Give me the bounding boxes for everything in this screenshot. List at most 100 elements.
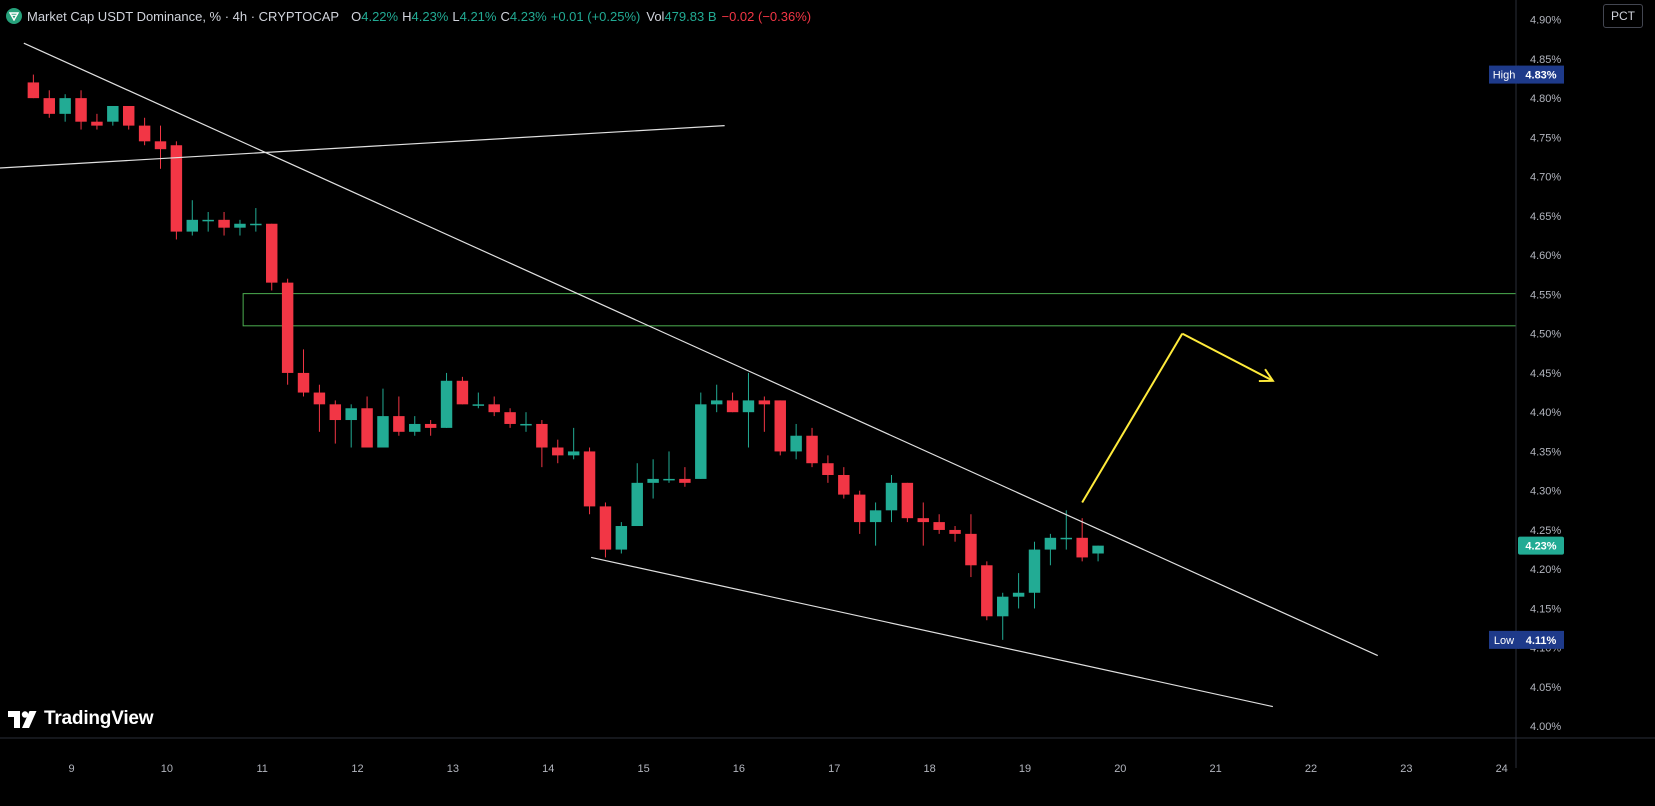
y-tick-label: 4.50% (1530, 329, 1561, 341)
rising-trendline[interactable] (0, 125, 725, 169)
y-tick-label: 4.20% (1530, 564, 1561, 576)
symbol-legend[interactable]: Market Cap USDT Dominance, % · 4h · CRYP… (6, 6, 811, 26)
close-value: 4.23% (509, 8, 547, 24)
candles-layer[interactable] (27, 74, 1104, 640)
candle-body (647, 478, 659, 483)
candle[interactable] (663, 451, 675, 483)
candle[interactable] (949, 526, 961, 542)
candle-body (345, 408, 357, 421)
candle[interactable] (758, 396, 771, 432)
candle[interactable] (536, 420, 548, 468)
x-tick-label: 20 (1114, 763, 1126, 775)
candle[interactable] (59, 94, 71, 122)
candle-body (949, 529, 961, 534)
candle[interactable] (933, 514, 945, 534)
descending-resistance-trendline[interactable] (23, 42, 1378, 657)
candle[interactable] (679, 467, 691, 487)
candle[interactable] (742, 372, 755, 448)
candle[interactable] (1076, 518, 1088, 562)
candle-body (361, 408, 373, 448)
candle[interactable] (1092, 545, 1104, 562)
candle[interactable] (202, 211, 214, 232)
candle[interactable] (1028, 541, 1041, 609)
candle[interactable] (313, 384, 326, 432)
candle[interactable] (504, 408, 516, 428)
candle[interactable] (393, 396, 405, 436)
candle[interactable] (361, 396, 373, 448)
candle[interactable] (75, 90, 87, 130)
candle[interactable] (234, 219, 246, 236)
candle[interactable] (424, 420, 437, 436)
candle[interactable] (154, 125, 167, 169)
candle[interactable] (853, 490, 866, 534)
projection-down[interactable] (1181, 332, 1274, 382)
candle[interactable] (440, 372, 453, 428)
candle[interactable] (281, 278, 294, 385)
candle[interactable] (599, 502, 612, 558)
candle[interactable] (1044, 533, 1057, 566)
candle[interactable] (329, 400, 342, 444)
candle[interactable] (297, 349, 310, 397)
candle[interactable] (520, 412, 532, 432)
candle[interactable] (43, 90, 55, 118)
candle[interactable] (186, 200, 199, 236)
candle[interactable] (107, 105, 119, 126)
candle[interactable] (695, 392, 707, 479)
candle-body (917, 518, 929, 523)
candle[interactable] (806, 427, 818, 468)
x-tick-label: 23 (1400, 763, 1412, 775)
candle[interactable] (27, 74, 40, 99)
candle[interactable] (456, 376, 469, 405)
percent-scale-button[interactable]: PCT (1603, 4, 1643, 28)
candle[interactable] (710, 384, 723, 413)
projection-up[interactable] (1081, 333, 1184, 503)
candle[interactable] (91, 113, 103, 130)
candle-body (1092, 545, 1104, 554)
candle[interactable] (901, 482, 914, 523)
candle[interactable] (917, 502, 929, 546)
candle[interactable] (869, 502, 882, 546)
candle[interactable] (377, 388, 389, 448)
candle[interactable] (838, 467, 850, 499)
candle[interactable] (822, 455, 834, 483)
open-label: O (351, 8, 362, 24)
candle[interactable] (218, 211, 230, 236)
candle[interactable] (567, 427, 580, 460)
candle[interactable] (647, 459, 659, 499)
candle[interactable] (345, 404, 357, 448)
candle-body (901, 482, 914, 519)
candle[interactable] (981, 561, 993, 621)
candle[interactable] (1012, 573, 1025, 609)
candle[interactable] (409, 416, 421, 436)
x-tick-label: 17 (828, 763, 840, 775)
candle-body (599, 506, 612, 550)
candle[interactable] (250, 208, 262, 232)
resistance-zone[interactable] (242, 293, 1517, 327)
drawings-layer[interactable] (0, 42, 1378, 708)
candle-body (774, 400, 786, 452)
candle[interactable] (726, 392, 739, 413)
candle-body (965, 533, 977, 566)
candle[interactable] (138, 117, 151, 146)
candle[interactable] (552, 439, 564, 464)
candle[interactable] (1060, 510, 1073, 550)
lower-wedge-trendline[interactable] (591, 556, 1273, 708)
candle[interactable] (488, 396, 500, 417)
candle[interactable] (266, 223, 278, 291)
candle[interactable] (997, 592, 1009, 640)
candle[interactable] (170, 141, 183, 240)
candle[interactable] (774, 400, 786, 456)
candle[interactable] (583, 447, 596, 515)
tradingview-logo[interactable]: TradingView (8, 708, 154, 730)
candle[interactable] (615, 522, 628, 554)
candle[interactable] (631, 463, 643, 527)
candle-body (424, 423, 437, 428)
candle[interactable] (885, 474, 898, 523)
symbol-title[interactable]: Market Cap USDT Dominance, % · 4h · CRYP… (27, 8, 340, 24)
candle[interactable] (790, 423, 802, 460)
candle[interactable] (122, 105, 135, 130)
candle-body (377, 416, 389, 448)
candle[interactable] (472, 392, 485, 409)
candle[interactable] (965, 514, 977, 578)
